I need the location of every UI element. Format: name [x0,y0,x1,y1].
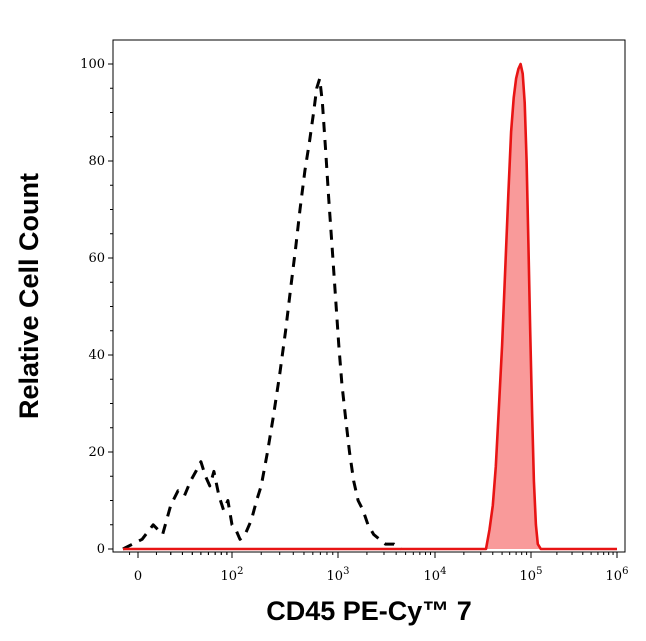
plot-frame [112,39,626,553]
series-line-1 [123,62,617,551]
x-tick-label: 105 [520,566,543,584]
y-tick-label: 80 [88,154,105,169]
y-tick-label: 0 [97,542,105,557]
x-tick-label: 102 [221,566,244,584]
y-tick-label: 20 [88,445,105,460]
y-tick-label: 60 [88,251,105,266]
x-tick-label: 106 [606,566,629,584]
x-tick-label: 103 [327,566,350,584]
x-tick-label: 104 [424,566,447,584]
x-axis: 0 102 103 104 105 106 [129,552,629,584]
y-tick-label: 40 [88,348,105,363]
y-axis-title: Relative Cell Count [14,173,44,419]
x-axis-title: CD45 PE-Cy™ 7 [266,596,472,626]
series-line-0 [122,77,402,551]
x-tick-label: 0 [134,569,142,584]
series-fill-1 [123,64,617,549]
y-tick-label: 100 [80,57,105,72]
y-axis: 0 20 40 60 80 100 [80,57,113,557]
series-layer [122,62,617,551]
